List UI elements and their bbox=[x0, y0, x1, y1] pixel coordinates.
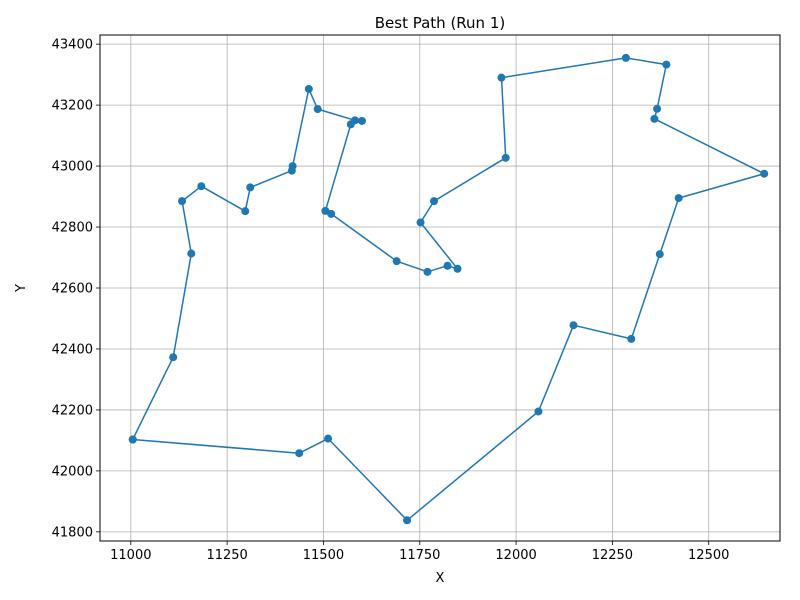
x-axis-label: X bbox=[436, 571, 445, 586]
y-tick-label: 42200 bbox=[52, 403, 93, 418]
path-point bbox=[443, 261, 452, 270]
y-tick-label: 42800 bbox=[52, 221, 93, 236]
path-point bbox=[760, 169, 769, 178]
path-point bbox=[327, 209, 336, 218]
path-point bbox=[416, 218, 425, 227]
path-point bbox=[403, 516, 412, 525]
path-point bbox=[627, 334, 636, 343]
grid bbox=[100, 35, 780, 541]
y-tick-label: 41800 bbox=[52, 525, 93, 540]
ticks: 11000 11250 11500 11750 12000 12250 12500 41800… bbox=[52, 38, 730, 563]
series-layer bbox=[128, 53, 769, 525]
path-point bbox=[497, 73, 506, 82]
path-point bbox=[392, 257, 401, 266]
y-tick-label: 43400 bbox=[52, 38, 93, 53]
path-point bbox=[453, 264, 462, 273]
path-point bbox=[346, 120, 355, 129]
x-tick-label: 12500 bbox=[688, 548, 729, 563]
x-tick-label: 11750 bbox=[399, 548, 440, 563]
path-point bbox=[674, 194, 683, 203]
x-tick-label: 12250 bbox=[592, 548, 633, 563]
path-point bbox=[655, 250, 664, 259]
path-point bbox=[650, 114, 659, 123]
path-point bbox=[178, 197, 187, 206]
x-tick-label: 11250 bbox=[206, 548, 247, 563]
path-line bbox=[132, 57, 765, 522]
path-point bbox=[187, 249, 196, 258]
path-point bbox=[534, 407, 543, 416]
path-point bbox=[653, 104, 662, 113]
path-point bbox=[197, 182, 206, 191]
x-tick-label: 11000 bbox=[110, 548, 151, 563]
path-point bbox=[430, 197, 439, 206]
y-tick-label: 42400 bbox=[52, 342, 93, 357]
y-tick-label: 42600 bbox=[52, 282, 93, 297]
chart-title: Best Path (Run 1) bbox=[375, 14, 505, 32]
y-axis-label: Y bbox=[14, 284, 29, 293]
path-point bbox=[313, 105, 322, 114]
y-tick-label: 43000 bbox=[52, 160, 93, 175]
path-point bbox=[246, 183, 255, 192]
path-point bbox=[169, 353, 178, 362]
path-point bbox=[621, 53, 630, 62]
path-point bbox=[288, 162, 297, 171]
path-point bbox=[324, 434, 333, 443]
x-tick-label: 12000 bbox=[495, 548, 536, 563]
path-point bbox=[569, 321, 578, 330]
path-point bbox=[128, 435, 137, 444]
path-point bbox=[662, 60, 671, 69]
path-point bbox=[241, 207, 250, 216]
path-point bbox=[501, 153, 510, 162]
path-point bbox=[357, 116, 366, 125]
path-point bbox=[423, 267, 432, 276]
x-tick-label: 11500 bbox=[303, 548, 344, 563]
path-point bbox=[304, 84, 313, 93]
path-point bbox=[295, 449, 304, 458]
y-tick-label: 42000 bbox=[52, 464, 93, 479]
y-tick-label: 43200 bbox=[52, 99, 93, 114]
